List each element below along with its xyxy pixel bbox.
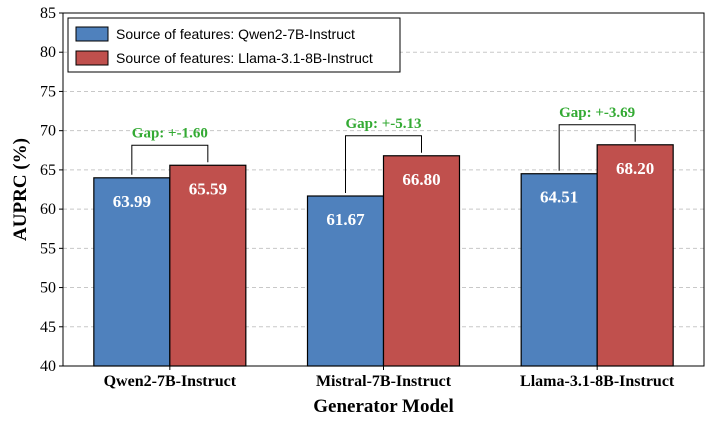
bars: 63.99 65.59 61.67 66.80 64.51 68.20 (93, 144, 674, 367)
y-axis-title: AUPRC (%) (10, 138, 31, 241)
y-tick-label: 60 (40, 201, 56, 218)
y-tick-label: 70 (40, 123, 56, 140)
y-tick-label: 85 (40, 5, 56, 22)
bar-value-label: 66.80 (402, 170, 440, 189)
x-axis-title: Generator Model (313, 396, 454, 417)
bar (596, 144, 674, 367)
y-tick-label: 80 (40, 44, 56, 61)
x-tick-label: Qwen2-7B-Instruct (104, 373, 237, 390)
gap-bracket (131, 144, 209, 175)
y-tick-label: 50 (40, 280, 56, 297)
x-axis-ticks: Qwen2-7B-Instruct Mistral-7B-Instruct Llam… (104, 366, 675, 390)
y-tick-label: 75 (40, 83, 56, 100)
legend: Source of features: Qwen2-7B-Instruct So… (67, 17, 401, 73)
y-tick-label: 55 (40, 240, 56, 257)
bar-value-label: 61.67 (326, 210, 365, 229)
bar-value-label: 63.99 (113, 192, 151, 211)
bar-value-label: 65.59 (189, 179, 227, 198)
y-tick-label: 40 (40, 358, 56, 375)
gap-label: Gap: +-5.13 (345, 116, 421, 132)
bar (169, 164, 247, 367)
bar (520, 173, 598, 367)
bar-value-label: 68.20 (616, 159, 654, 178)
x-tick-label: Llama-3.1-8B-Instruct (520, 373, 675, 390)
gap-label: Gap: +-3.69 (559, 105, 635, 121)
legend-entry-label: Source of features: Qwen2-7B-Instruct (116, 26, 355, 42)
bar (306, 195, 385, 367)
x-tick-label: Mistral-7B-Instruct (316, 373, 452, 390)
gap-bracket (558, 124, 636, 171)
y-tick-label: 65 (40, 162, 56, 179)
legend-entry-label: Source of features: Llama-3.1-8B-Instruc… (116, 50, 373, 66)
legend-swatch (75, 26, 109, 42)
y-tick-label: 45 (40, 319, 56, 336)
legend-swatch (75, 50, 109, 66)
gap-annotations: Gap: +-1.60 Gap: +-5.13 Gap: +-3.69 (131, 105, 636, 194)
gap-bracket (345, 135, 422, 194)
gap-label: Gap: +-1.60 (132, 125, 208, 141)
bar-value-label: 64.51 (540, 188, 578, 207)
y-axis-ticks: 40 45 50 55 60 65 70 75 80 85 (40, 5, 63, 375)
legend-box (67, 17, 401, 73)
bar (382, 155, 461, 367)
